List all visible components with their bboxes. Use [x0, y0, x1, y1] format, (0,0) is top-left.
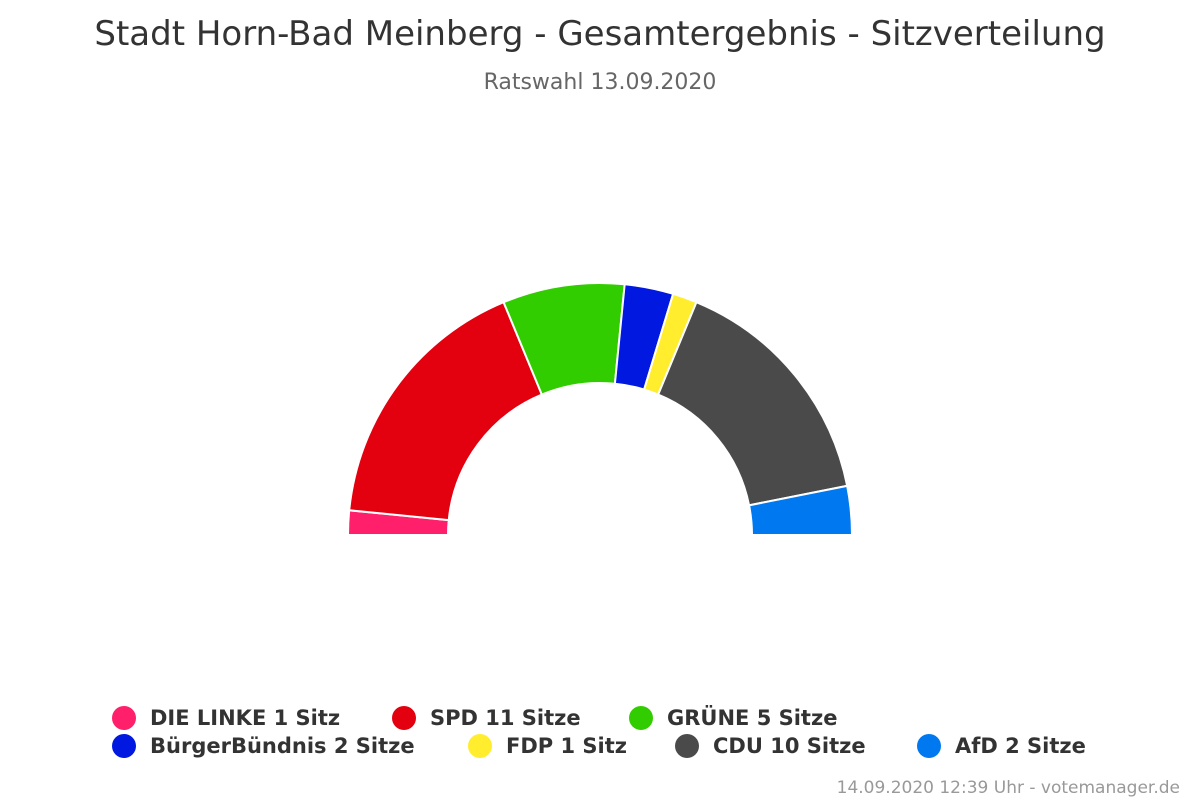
- legend-label: FDP 1 Sitz: [506, 734, 627, 758]
- legend-item[interactable]: GRÜNE 5 Sitze: [629, 706, 837, 730]
- legend-label: DIE LINKE 1 Sitz: [150, 706, 341, 730]
- legend-label: BürgerBündnis 2 Sitze: [150, 734, 415, 758]
- legend-label: AfD 2 Sitze: [955, 734, 1086, 758]
- legend-dot-icon: [468, 734, 492, 758]
- slice-spd[interactable]: [348, 300, 544, 522]
- slice-cdu[interactable]: [656, 300, 849, 507]
- legend-item[interactable]: SPD 11 Sitze: [392, 706, 581, 730]
- legend-label: CDU 10 Sitze: [713, 734, 866, 758]
- chart-subtitle: Ratswahl 13.09.2020: [483, 70, 717, 95]
- credits[interactable]: 14.09.2020 12:39 Uhr - votemanager.de: [836, 778, 1180, 798]
- legend-item[interactable]: BürgerBündnis 2 Sitze: [112, 734, 415, 758]
- legend-label: SPD 11 Sitze: [430, 706, 581, 730]
- legend-dot-icon: [629, 706, 653, 730]
- legend-item[interactable]: FDP 1 Sitz: [468, 734, 627, 758]
- legend-dot-icon: [917, 734, 941, 758]
- slice-afd[interactable]: [747, 484, 854, 536]
- legend-item[interactable]: AfD 2 Sitze: [917, 734, 1086, 758]
- legend-dot-icon: [112, 706, 136, 730]
- legend-dot-icon: [112, 734, 136, 758]
- chart-title: Stadt Horn-Bad Meinberg - Gesamtergebnis…: [94, 14, 1106, 54]
- legend-label: GRÜNE 5 Sitze: [667, 706, 838, 730]
- legend-item[interactable]: CDU 10 Sitze: [675, 734, 866, 758]
- legend-dot-icon: [392, 706, 416, 730]
- legend-item[interactable]: DIE LINKE 1 Sitz: [112, 706, 340, 730]
- legend-dot-icon: [675, 734, 699, 758]
